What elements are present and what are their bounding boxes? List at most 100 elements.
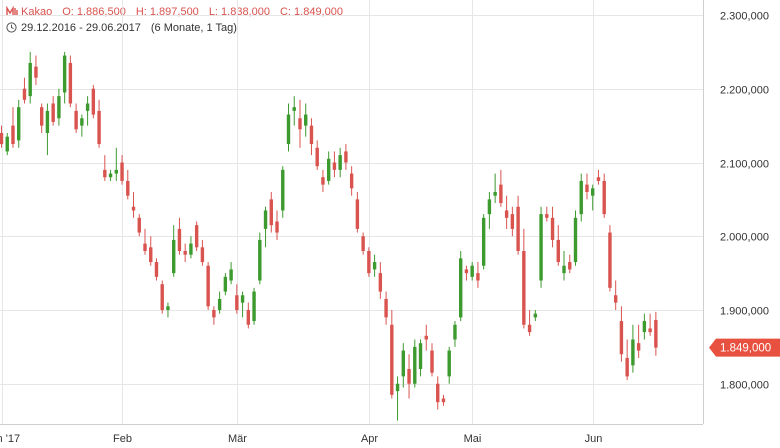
- candle: [235, 284, 239, 314]
- candle-body: [45, 110, 50, 133]
- candle: [315, 140, 319, 170]
- candle: [579, 173, 583, 222]
- candle-body: [550, 217, 555, 240]
- candle: [332, 151, 337, 178]
- candle-body: [281, 169, 285, 211]
- date-range: 29.12.2016 - 29.06.2017: [21, 22, 141, 34]
- candle-body: [286, 114, 291, 145]
- candle-body: [326, 158, 331, 181]
- candle-body: [131, 206, 136, 211]
- candle-body: [160, 284, 164, 310]
- candle-body: [304, 114, 308, 126]
- candle-body: [28, 62, 32, 97]
- candle-body: [246, 310, 251, 325]
- x-tick-label: Mai: [464, 433, 482, 445]
- candle: [568, 254, 572, 274]
- candle-body: [453, 324, 457, 340]
- candle: [361, 232, 365, 255]
- candle: [34, 55, 38, 86]
- candle: [602, 173, 606, 218]
- candle: [522, 228, 526, 329]
- candle-body: [361, 236, 365, 251]
- last-price-tag: 1.849,000: [709, 338, 780, 357]
- candle-body: [114, 169, 118, 174]
- candle: [126, 169, 130, 200]
- candle: [550, 206, 555, 248]
- candle-body: [562, 265, 566, 274]
- candle: [510, 206, 515, 237]
- candle: [384, 291, 388, 325]
- candle-body: [470, 265, 474, 277]
- candle-body: [459, 258, 463, 318]
- candle: [17, 99, 21, 148]
- candle-body: [516, 206, 520, 251]
- candle-body: [481, 217, 486, 266]
- candle: [252, 287, 256, 325]
- candle: [636, 324, 641, 358]
- candle: [487, 192, 492, 229]
- candle: [80, 114, 84, 137]
- candle-body: [545, 214, 549, 218]
- candle: [516, 195, 520, 255]
- candle: [194, 221, 199, 251]
- candle: [367, 247, 371, 277]
- candle: [533, 310, 538, 322]
- candle-body: [212, 310, 216, 318]
- candle-body: [493, 192, 497, 196]
- grid-layer: [0, 0, 703, 424]
- candle: [229, 262, 233, 285]
- candle: [309, 118, 314, 156]
- candle: [493, 173, 497, 204]
- candle: [608, 225, 612, 292]
- candle: [286, 103, 291, 152]
- candle-body: [556, 239, 560, 263]
- candle-body: [183, 251, 187, 255]
- candle: [51, 96, 55, 126]
- candle: [206, 262, 210, 310]
- candle: [613, 280, 618, 310]
- candle: [183, 243, 187, 263]
- candle: [372, 254, 377, 277]
- candle-body: [17, 107, 21, 141]
- candle-body: [413, 346, 417, 384]
- candle-body: [103, 169, 107, 178]
- period-label: (6 Monate, 1 Tag): [150, 22, 237, 34]
- candle: [11, 107, 15, 148]
- candle-body: [252, 291, 256, 322]
- candle: [91, 85, 96, 119]
- candle-body: [344, 151, 348, 163]
- candle-body: [200, 247, 205, 263]
- candle-body: [166, 306, 170, 310]
- candle-body: [636, 343, 641, 351]
- y-tick-label: 2.000,000: [720, 232, 769, 244]
- candle-body: [315, 147, 319, 167]
- candle-body: [499, 184, 503, 204]
- candle-body: [235, 295, 239, 310]
- candle: [338, 147, 342, 178]
- candle: [344, 144, 348, 170]
- candle: [430, 343, 434, 377]
- candle: [298, 99, 302, 148]
- candle-body: [464, 269, 469, 274]
- candle-body: [309, 125, 314, 145]
- candle-body: [384, 298, 388, 318]
- candle-body: [441, 398, 446, 403]
- candle: [545, 206, 549, 222]
- candle: [355, 192, 360, 233]
- candle: [562, 251, 566, 281]
- candle: [447, 346, 451, 384]
- candle-body: [223, 276, 228, 292]
- exchange-logo-icon: [6, 6, 18, 15]
- candle: [539, 206, 543, 288]
- candle: [217, 291, 222, 314]
- candle-body: [430, 350, 434, 373]
- candle: [223, 273, 228, 296]
- candle: [45, 103, 50, 156]
- y-tick-label: 1.800,000: [720, 380, 769, 392]
- candle-body: [97, 110, 101, 145]
- candle-body: [275, 221, 279, 233]
- candle-body: [533, 313, 538, 318]
- clock-icon: [6, 22, 17, 33]
- range-header: 29.12.2016 - 29.06.2017 (6 Monate, 1 Tag): [6, 22, 237, 34]
